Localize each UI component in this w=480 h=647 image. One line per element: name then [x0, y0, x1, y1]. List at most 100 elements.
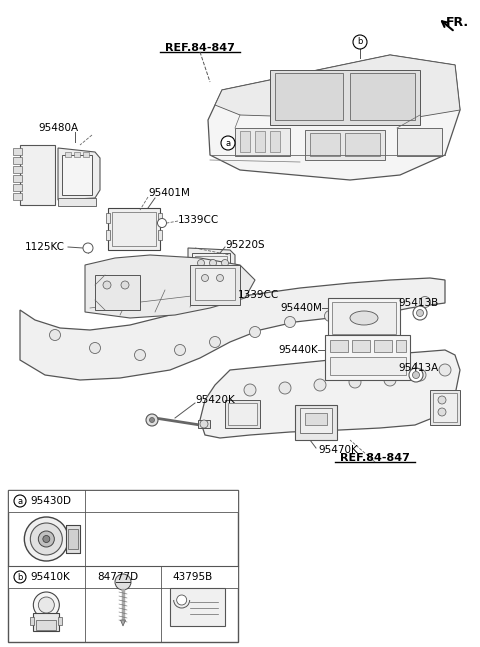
Bar — [228, 403, 257, 425]
Bar — [430, 390, 460, 425]
Circle shape — [314, 379, 326, 391]
Bar — [13, 148, 22, 155]
Bar — [192, 253, 230, 287]
Circle shape — [121, 281, 129, 289]
Circle shape — [14, 495, 26, 507]
Circle shape — [349, 376, 361, 388]
Circle shape — [175, 344, 185, 355]
Circle shape — [384, 374, 396, 386]
Circle shape — [216, 274, 224, 281]
Circle shape — [414, 369, 426, 381]
Bar — [396, 340, 406, 352]
Bar — [270, 131, 280, 152]
Bar — [74, 152, 80, 157]
Circle shape — [221, 259, 228, 267]
Bar — [310, 133, 340, 156]
Circle shape — [353, 35, 367, 49]
Bar — [305, 413, 327, 425]
Bar — [295, 405, 337, 440]
Bar — [13, 184, 22, 191]
Polygon shape — [85, 255, 255, 318]
Bar — [65, 152, 71, 157]
Bar — [106, 230, 110, 240]
Circle shape — [439, 364, 451, 376]
Text: 1339CC: 1339CC — [238, 290, 279, 300]
Bar — [68, 529, 78, 549]
Circle shape — [83, 243, 93, 253]
Bar — [30, 617, 35, 625]
Text: 95420K: 95420K — [195, 395, 235, 405]
Text: a: a — [17, 496, 23, 505]
Bar — [95, 275, 140, 310]
Circle shape — [209, 259, 216, 267]
Bar — [433, 393, 457, 422]
Bar — [66, 525, 80, 553]
Text: 95440M: 95440M — [280, 303, 322, 313]
Text: 1339CC: 1339CC — [178, 215, 219, 225]
Text: 95410K: 95410K — [30, 572, 70, 582]
Circle shape — [49, 329, 60, 340]
Bar — [225, 400, 260, 428]
Bar — [330, 357, 406, 375]
Text: 95470K: 95470K — [318, 445, 358, 455]
Bar — [328, 298, 400, 338]
Bar — [8, 566, 238, 588]
Text: REF.84-847: REF.84-847 — [165, 43, 235, 53]
Circle shape — [279, 382, 291, 394]
Bar — [275, 73, 343, 120]
Circle shape — [38, 531, 54, 547]
Circle shape — [149, 417, 155, 422]
Circle shape — [197, 259, 204, 267]
Circle shape — [438, 396, 446, 404]
Circle shape — [413, 306, 427, 320]
Bar — [158, 213, 162, 223]
Bar — [198, 420, 210, 428]
Bar — [158, 230, 162, 240]
Text: b: b — [357, 38, 363, 47]
Bar — [190, 265, 240, 305]
Bar — [325, 335, 410, 380]
Circle shape — [14, 571, 26, 583]
Text: b: b — [17, 573, 23, 582]
Polygon shape — [58, 148, 100, 200]
Polygon shape — [20, 145, 55, 205]
Bar — [112, 212, 156, 246]
Text: 95480A: 95480A — [38, 123, 78, 133]
Bar — [195, 256, 227, 284]
Circle shape — [202, 274, 208, 281]
Polygon shape — [20, 278, 445, 380]
Bar — [8, 490, 238, 642]
Bar — [83, 152, 89, 157]
Bar — [13, 157, 22, 164]
Bar — [36, 620, 56, 630]
Circle shape — [103, 281, 111, 289]
Circle shape — [157, 219, 167, 228]
Circle shape — [115, 574, 131, 590]
Bar — [397, 128, 442, 156]
Bar — [58, 198, 96, 206]
Bar — [13, 175, 22, 182]
Circle shape — [420, 296, 431, 307]
Text: 95430D: 95430D — [30, 496, 71, 506]
Bar — [352, 340, 370, 352]
Text: FR.: FR. — [446, 16, 469, 28]
Circle shape — [224, 294, 232, 303]
Text: 95413B: 95413B — [398, 298, 438, 308]
Bar — [270, 70, 420, 125]
Bar — [374, 340, 392, 352]
Circle shape — [244, 384, 256, 396]
Bar — [255, 131, 265, 152]
Bar — [195, 268, 235, 300]
Bar — [8, 490, 238, 512]
Circle shape — [209, 336, 220, 347]
Text: 95401M: 95401M — [148, 188, 190, 198]
Circle shape — [221, 136, 235, 150]
Circle shape — [389, 300, 400, 311]
Polygon shape — [215, 55, 460, 120]
Bar — [13, 166, 22, 173]
Bar — [305, 130, 385, 160]
Text: 84777D: 84777D — [97, 572, 139, 582]
Text: 95413A: 95413A — [398, 363, 438, 373]
Circle shape — [409, 368, 423, 382]
Bar — [13, 193, 22, 200]
